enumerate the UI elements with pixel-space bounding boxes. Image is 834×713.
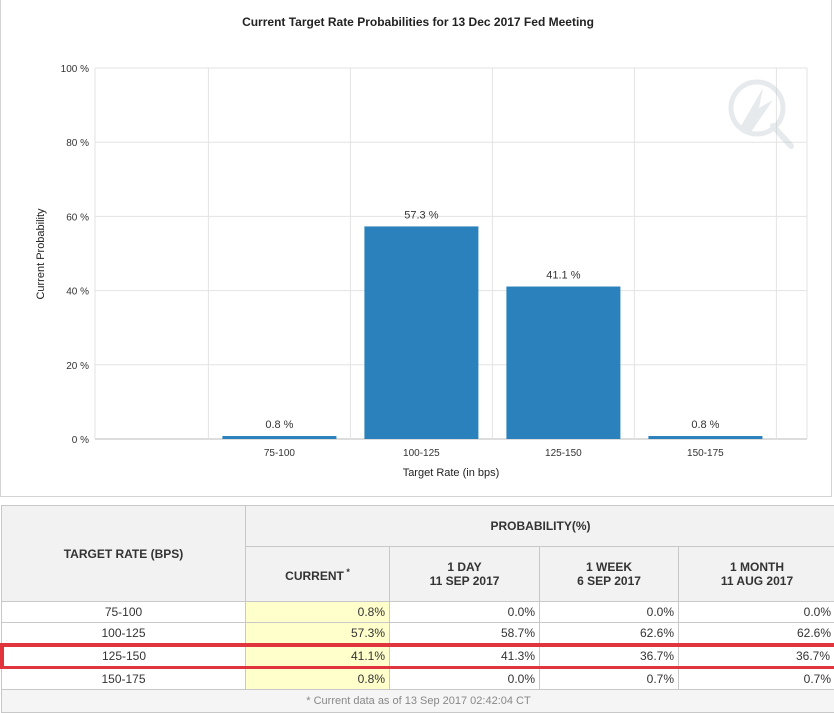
- column-header-label: 1 DAY: [447, 560, 481, 574]
- value-cell: 62.6%: [540, 623, 679, 645]
- y-tick-label: 100 %: [61, 64, 89, 75]
- value-cell: 36.7%: [679, 645, 834, 668]
- y-tick-label: 20 %: [66, 361, 89, 372]
- column-header-label: 1 WEEK: [586, 560, 632, 574]
- current-value-cell: 0.8%: [246, 668, 390, 690]
- value-cell: 41.3%: [390, 645, 540, 668]
- target-rate-header: TARGET RATE (BPS): [2, 506, 246, 602]
- x-tick-label: 75-100: [264, 448, 296, 459]
- y-tick-label: 80 %: [66, 138, 89, 149]
- value-cell: 0.0%: [390, 668, 540, 690]
- current-value-cell: 0.8%: [246, 602, 390, 623]
- bar-chart: Current Target Rate Probabilities for 13…: [1, 0, 833, 497]
- probability-table-panel: TARGET RATE (BPS) PROBABILITY(%) CURRENT…: [0, 505, 834, 713]
- value-cell: 58.7%: [390, 623, 540, 645]
- rate-cell: 100-125: [2, 623, 246, 645]
- data-label: 41.1 %: [546, 270, 580, 282]
- x-tick-label: 100-125: [403, 448, 440, 459]
- bar-150-175: [648, 436, 762, 439]
- y-tick-label: 0 %: [72, 435, 89, 446]
- chart-title: Current Target Rate Probabilities for 13…: [242, 15, 594, 29]
- chart-panel: Current Target Rate Probabilities for 13…: [0, 0, 832, 497]
- column-header-date: 6 SEP 2017: [577, 574, 641, 588]
- value-cell: 62.6%: [679, 623, 834, 645]
- value-cell: 0.0%: [540, 602, 679, 623]
- value-cell: 0.0%: [390, 602, 540, 623]
- y-axis-ticks: 0 % 20 % 40 % 60 % 80 % 100 %: [61, 64, 89, 446]
- current-value-cell: 41.1%: [246, 645, 390, 668]
- x-tick-label: 125-150: [545, 448, 582, 459]
- value-cell: 36.7%: [540, 645, 679, 668]
- y-tick-label: 40 %: [66, 287, 89, 298]
- y-axis-title: Current Probability: [35, 208, 47, 300]
- column-header-label: 1 MONTH: [730, 560, 784, 574]
- data-label: 0.8 %: [265, 419, 293, 431]
- x-tick-label: 150-175: [687, 448, 724, 459]
- column-header: CURRENT *: [246, 547, 390, 602]
- probability-table: TARGET RATE (BPS) PROBABILITY(%) CURRENT…: [0, 505, 834, 713]
- bar-125-150: [506, 287, 620, 439]
- probability-header: PROBABILITY(%): [246, 506, 834, 547]
- value-cell: 0.7%: [679, 668, 834, 690]
- rate-cell: 75-100: [2, 602, 246, 623]
- watermark-logo-icon: [731, 82, 791, 146]
- data-label: 0.8 %: [691, 419, 719, 431]
- y-tick-label: 60 %: [66, 212, 89, 223]
- rate-cell: 150-175: [2, 668, 246, 690]
- column-header-date: 11 SEP 2017: [430, 574, 500, 588]
- footnote-marker: *: [344, 567, 350, 577]
- current-value-cell: 57.3%: [246, 623, 390, 645]
- column-header-date: 11 AUG 2017: [721, 574, 793, 588]
- bar-75-100: [222, 436, 336, 439]
- x-axis-ticks: 75-100 100-125 125-150 150-175: [264, 448, 724, 459]
- footnote: * Current data as of 13 Sep 2017 02:42:0…: [2, 690, 834, 713]
- column-header-label: CURRENT: [285, 569, 344, 583]
- x-axis-title: Target Rate (in bps): [403, 467, 500, 479]
- value-cell: 0.0%: [679, 602, 834, 623]
- rate-cell: 125-150: [2, 645, 246, 668]
- data-label: 57.3 %: [404, 209, 438, 221]
- value-cell: 0.7%: [540, 668, 679, 690]
- bar-100-125: [364, 226, 478, 439]
